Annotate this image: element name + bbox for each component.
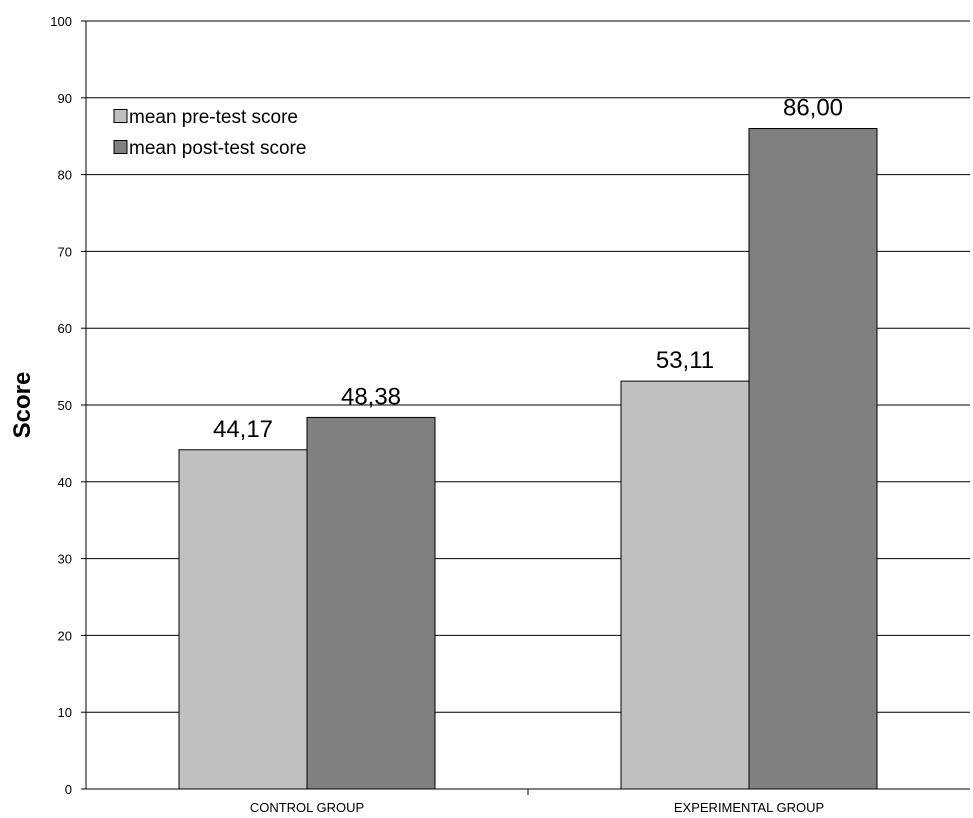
y-tick-label: 10 (58, 705, 72, 720)
y-tick-label: 70 (58, 244, 72, 259)
y-tick-label: 40 (58, 475, 72, 490)
legend: mean pre-test score mean post-test score (113, 107, 306, 159)
data-label: 48,38 (341, 383, 401, 410)
y-tick-label: 50 (58, 398, 72, 413)
data-label: 86,00 (783, 95, 843, 122)
legend-label: mean post-test score (129, 138, 306, 159)
bar-pre-test-control (178, 449, 308, 790)
y-tick-label: 20 (58, 628, 72, 643)
y-tick-label: 100 (50, 14, 72, 29)
y-axis-label: Score (9, 372, 36, 439)
bar-post-test-experimental (748, 128, 878, 790)
y-tick-label: 90 (58, 91, 72, 106)
x-tick-label: EXPERIMENTAL GROUP (674, 800, 824, 815)
legend-swatch (113, 109, 128, 123)
y-tick-label: 0 (65, 782, 72, 797)
y-tick-label: 30 (58, 552, 72, 567)
x-tick-label: CONTROL GROUP (250, 800, 364, 815)
legend-label: mean pre-test score (129, 107, 298, 128)
bar-post-test-control (306, 416, 436, 790)
data-labels: 44,17 48,38 53,11 86,00 (213, 95, 843, 443)
data-label: 44,17 (213, 416, 273, 443)
bar-pre-test-experimental (620, 380, 750, 790)
bars (178, 128, 878, 790)
y-tick-label: 80 (58, 168, 72, 183)
y-tick-label: 60 (58, 321, 72, 336)
legend-swatch (113, 140, 128, 154)
data-label: 53,11 (656, 347, 714, 374)
